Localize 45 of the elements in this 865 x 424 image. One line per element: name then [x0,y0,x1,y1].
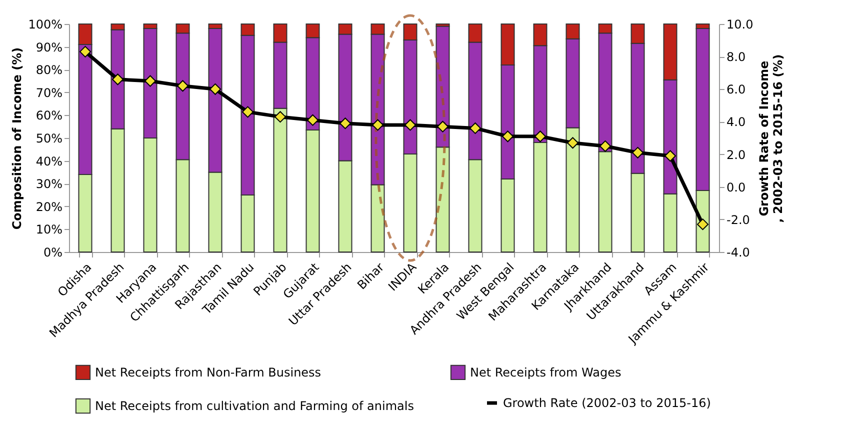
point [600,140,611,152]
y2-tick-label: -2.0 [726,212,750,227]
y2-tick-label: 6.0 [726,82,746,97]
point [340,118,351,130]
y-axis-title: Composition of Income (%) [10,47,24,230]
y2-tick-label: 0.0 [726,180,746,194]
y2-tick-label: 2.0 [726,148,746,162]
point [112,74,124,86]
point [437,120,448,132]
legend-label: Growth Rate (2002-03 to 2015-16) [503,396,711,410]
point [567,137,578,149]
y-tick-label: 60% [36,108,62,123]
point [144,75,156,87]
y-tick-label: 40% [36,154,62,168]
y-tick-label: 70% [36,86,62,100]
y-tick-label: 50% [36,132,62,146]
point [404,119,416,131]
y-tick-label: 10% [36,222,62,237]
point [697,218,708,230]
point [210,83,221,95]
legend-label: Net Receipts from Wages [470,365,622,380]
y-tick-label: 20% [36,200,62,214]
y2-tick-label: 4.0 [726,115,746,130]
point [632,146,644,158]
point [664,150,676,162]
y2-tick-label: 8.0 [726,50,746,64]
legend-label: Net Receipts from Non-Farm Business [95,365,322,380]
y-tick-label: 0% [43,246,62,260]
point [307,114,318,126]
point [177,80,188,92]
point [274,111,286,123]
y2-tick-label: -4.0 [726,246,750,260]
y2-tick-label: 10.0 [726,18,754,32]
legend-label: Net Receipts from cultivation and Farming of animals [95,399,414,413]
y-tick-label: 90% [36,40,62,54]
point [534,130,546,142]
point [470,122,481,134]
y-tick-label: 100% [28,18,62,32]
point [80,46,91,58]
point [502,130,514,142]
point [242,106,254,118]
point [372,119,384,131]
y-tick-label: 80% [36,63,62,78]
y-tick-label: 30% [36,177,62,192]
y2-axis-title: Growth Rate of Income , 2002-03 to 2015-16 (%) [757,54,786,223]
